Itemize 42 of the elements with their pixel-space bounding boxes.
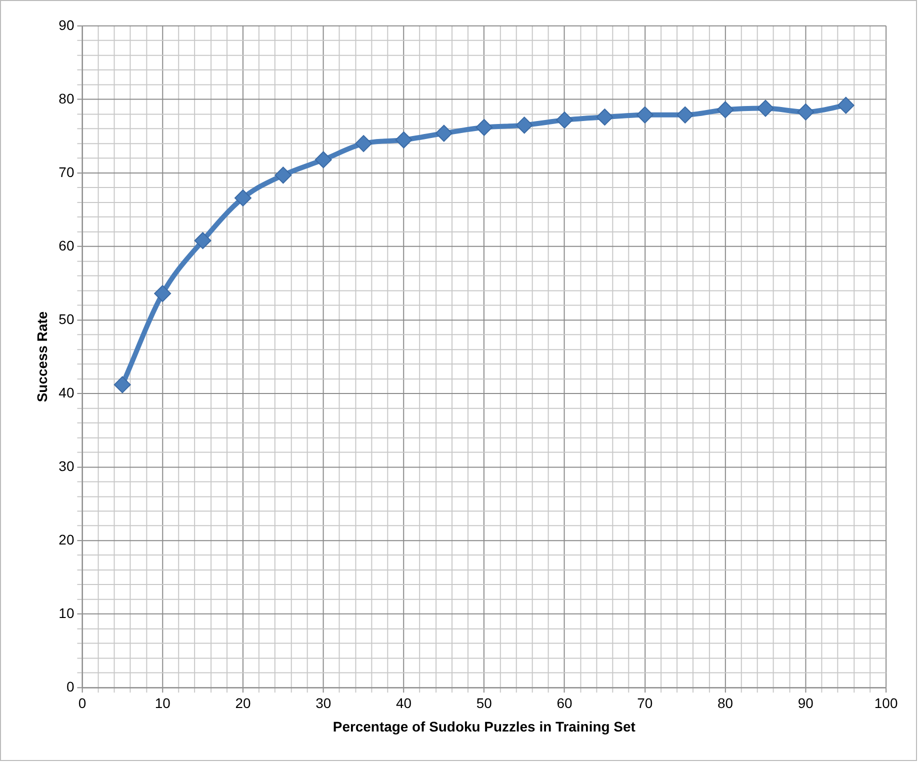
point bbox=[355, 135, 372, 152]
point bbox=[516, 116, 533, 134]
point bbox=[395, 131, 412, 148]
y-tick-label: 90 bbox=[58, 16, 74, 33]
point bbox=[757, 100, 774, 117]
y-tick-label: 20 bbox=[58, 531, 74, 548]
point bbox=[194, 232, 212, 250]
point bbox=[797, 103, 814, 120]
y-tick-label: 60 bbox=[58, 237, 74, 254]
point bbox=[154, 285, 172, 302]
y-tick-label: 30 bbox=[58, 458, 74, 474]
point bbox=[676, 106, 694, 124]
y-tick-label: 50 bbox=[58, 310, 74, 327]
x-tick-label: 90 bbox=[798, 694, 814, 711]
y-tick-label: 0 bbox=[66, 678, 74, 694]
point bbox=[636, 106, 654, 124]
x-tick-label: 70 bbox=[637, 694, 653, 711]
x-tick-label: 50 bbox=[476, 694, 492, 711]
point bbox=[596, 108, 614, 126]
x-tick-label: 40 bbox=[396, 694, 412, 711]
x-tick-label: 30 bbox=[316, 694, 332, 711]
y-tick-label: 10 bbox=[58, 604, 74, 621]
y-tick-label: 40 bbox=[58, 384, 74, 400]
x-tick-label: 20 bbox=[235, 694, 251, 711]
point bbox=[314, 151, 332, 168]
point bbox=[716, 101, 734, 118]
y-tick-label: 80 bbox=[58, 90, 74, 106]
x-axis-title: Percentage of Sudoku Puzzles in Training Set bbox=[332, 718, 636, 735]
point bbox=[837, 96, 854, 114]
y-axis-title: Success Rate bbox=[34, 311, 50, 402]
y-tick-label: 70 bbox=[58, 164, 74, 180]
point bbox=[274, 166, 292, 184]
point bbox=[476, 118, 493, 136]
point bbox=[556, 112, 573, 129]
point bbox=[435, 124, 452, 142]
x-tick-label: 10 bbox=[154, 694, 171, 711]
x-tick-label: 0 bbox=[78, 694, 86, 711]
x-tick-label: 100 bbox=[874, 694, 898, 711]
point bbox=[114, 376, 131, 394]
x-tick-label: 60 bbox=[556, 694, 573, 711]
x-tick-label: 80 bbox=[718, 694, 734, 711]
point bbox=[234, 189, 252, 206]
